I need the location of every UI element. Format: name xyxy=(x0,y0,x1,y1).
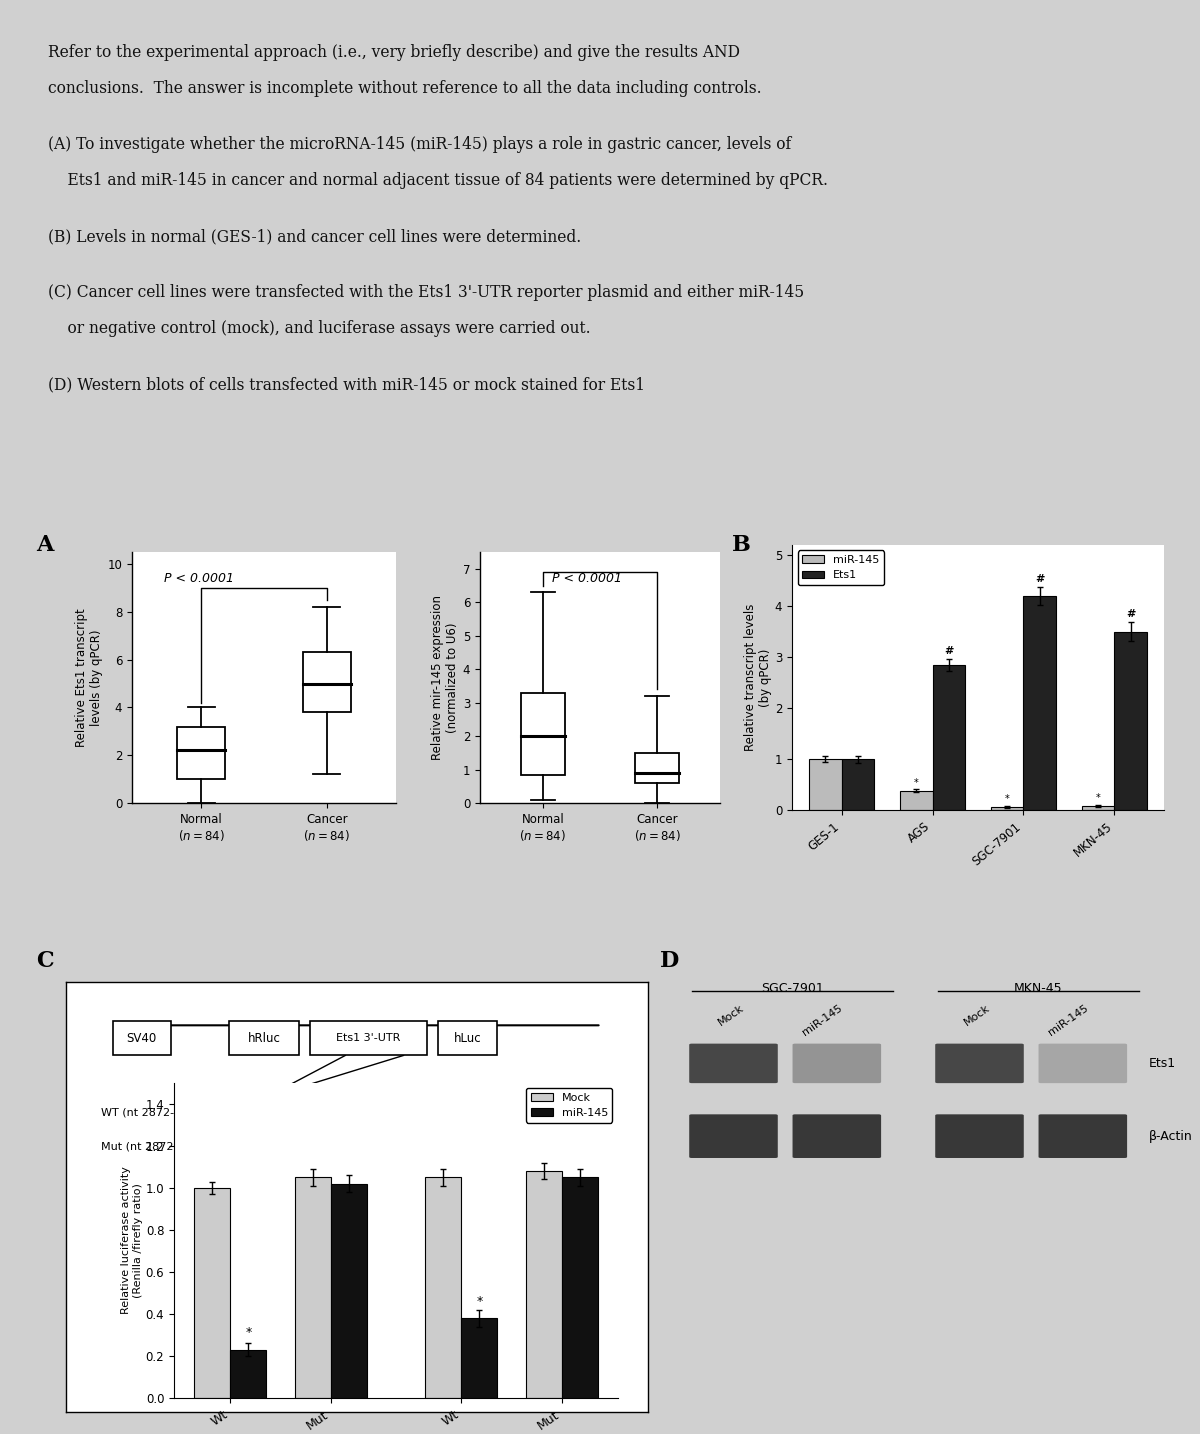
FancyBboxPatch shape xyxy=(438,1021,497,1055)
Legend: miR-145, Ets1: miR-145, Ets1 xyxy=(798,551,884,585)
Bar xyxy=(636,753,679,783)
Text: #: # xyxy=(1036,574,1044,584)
Text: miR-145: miR-145 xyxy=(800,1004,844,1038)
FancyBboxPatch shape xyxy=(689,1114,778,1159)
Text: C: C xyxy=(36,949,54,972)
Text: 5'-gguggggugguuuauacACUGGAa-3': 5'-gguggggugguuuauacACUGGAa-3' xyxy=(258,1107,461,1117)
Text: 5'-gguggggugguuuauacACUUUAa-3': 5'-gguggggugguuuauacACUUUAa-3' xyxy=(258,1141,461,1152)
Text: WT (nt 2872-2894): WT (nt 2872-2894) xyxy=(101,1107,206,1117)
Bar xyxy=(194,1187,230,1398)
FancyBboxPatch shape xyxy=(113,1021,170,1055)
Bar xyxy=(562,1177,598,1398)
Text: β-Actin: β-Actin xyxy=(1150,1130,1193,1143)
Text: miR-145: miR-145 xyxy=(1046,1004,1090,1038)
FancyBboxPatch shape xyxy=(935,1114,1024,1159)
Bar xyxy=(178,727,226,779)
FancyBboxPatch shape xyxy=(792,1044,881,1083)
FancyBboxPatch shape xyxy=(1038,1114,1127,1159)
Text: hLuc: hLuc xyxy=(454,1031,481,1045)
Text: Mut (nt 2872-2894): Mut (nt 2872-2894) xyxy=(101,1141,210,1152)
Bar xyxy=(809,759,841,810)
Bar xyxy=(425,1177,461,1398)
Bar xyxy=(841,759,875,810)
Text: MKN-45: MKN-45 xyxy=(433,1184,479,1197)
Text: Mock: Mock xyxy=(716,1004,745,1028)
Text: Ets1 and miR-145 in cancer and normal adjacent tissue of 84 patients were determ: Ets1 and miR-145 in cancer and normal ad… xyxy=(48,172,828,189)
Text: MKN-45: MKN-45 xyxy=(1014,982,1063,995)
Text: *: * xyxy=(1096,793,1100,803)
Text: (B) Levels in normal (GES-1) and cancer cell lines were determined.: (B) Levels in normal (GES-1) and cancer … xyxy=(48,228,581,245)
Bar xyxy=(302,652,350,713)
Text: P < 0.0001: P < 0.0001 xyxy=(163,572,234,585)
Text: SGC-7901: SGC-7901 xyxy=(761,982,824,995)
Bar xyxy=(932,665,965,810)
Text: or negative control (mock), and luciferase assays were carried out.: or negative control (mock), and lucifera… xyxy=(48,320,590,337)
Text: *: * xyxy=(914,779,918,789)
Bar xyxy=(1024,597,1056,810)
Text: SV40: SV40 xyxy=(126,1031,157,1045)
Text: Refer to the experimental approach (i.e., very briefly describe) and give the re: Refer to the experimental approach (i.e.… xyxy=(48,44,740,60)
Bar xyxy=(1081,806,1115,810)
FancyBboxPatch shape xyxy=(792,1114,881,1159)
Text: #: # xyxy=(944,645,954,655)
Text: B: B xyxy=(732,533,751,556)
Text: conclusions.  The answer is incomplete without reference to all the data includi: conclusions. The answer is incomplete wi… xyxy=(48,80,762,98)
Text: P < 0.0001: P < 0.0001 xyxy=(552,572,622,585)
Text: Ets1: Ets1 xyxy=(1150,1057,1176,1070)
FancyBboxPatch shape xyxy=(1038,1044,1127,1083)
Text: hRluc: hRluc xyxy=(247,1031,281,1045)
FancyBboxPatch shape xyxy=(689,1044,778,1083)
Text: *: * xyxy=(476,1295,482,1308)
Text: A: A xyxy=(36,533,53,556)
FancyBboxPatch shape xyxy=(229,1021,299,1055)
Text: Mock: Mock xyxy=(962,1004,991,1028)
Text: (A) To investigate whether the microRNA-145 (miR-145) plays a role in gastric ca: (A) To investigate whether the microRNA-… xyxy=(48,136,791,153)
Bar xyxy=(1115,631,1147,810)
Bar xyxy=(526,1172,562,1398)
Y-axis label: Relative mir-145 expression
(normalized to U6): Relative mir-145 expression (normalized … xyxy=(431,595,458,760)
Y-axis label: Relative luciferase activity
(Renilla /firefly ratio): Relative luciferase activity (Renilla /f… xyxy=(121,1166,143,1315)
Bar xyxy=(521,693,564,774)
Text: D: D xyxy=(660,949,679,972)
Text: (C) Cancer cell lines were transfected with the Ets1 3'-UTR reporter plasmid and: (C) Cancer cell lines were transfected w… xyxy=(48,284,804,301)
FancyBboxPatch shape xyxy=(311,1021,427,1055)
Text: SGC-7901: SGC-7901 xyxy=(252,1184,311,1197)
Text: Ets1 3'-UTR: Ets1 3'-UTR xyxy=(336,1034,401,1043)
Text: (D) Western blots of cells transfected with miR-145 or mock stained for Ets1: (D) Western blots of cells transfected w… xyxy=(48,376,646,393)
Bar xyxy=(230,1349,266,1398)
Bar xyxy=(294,1177,331,1398)
FancyBboxPatch shape xyxy=(935,1044,1024,1083)
Bar xyxy=(461,1318,498,1398)
Text: *: * xyxy=(1004,794,1009,804)
Legend: Mock, miR-145: Mock, miR-145 xyxy=(526,1088,612,1123)
Bar xyxy=(991,807,1024,810)
Text: *: * xyxy=(245,1326,252,1339)
Bar xyxy=(331,1183,367,1398)
Text: #: # xyxy=(1126,609,1135,619)
Bar xyxy=(900,790,932,810)
Y-axis label: Relative Ets1 transcript
levels (by qPCR): Relative Ets1 transcript levels (by qPCR… xyxy=(76,608,103,747)
Y-axis label: Relative transcript levels
(by qPCR): Relative transcript levels (by qPCR) xyxy=(744,604,772,751)
